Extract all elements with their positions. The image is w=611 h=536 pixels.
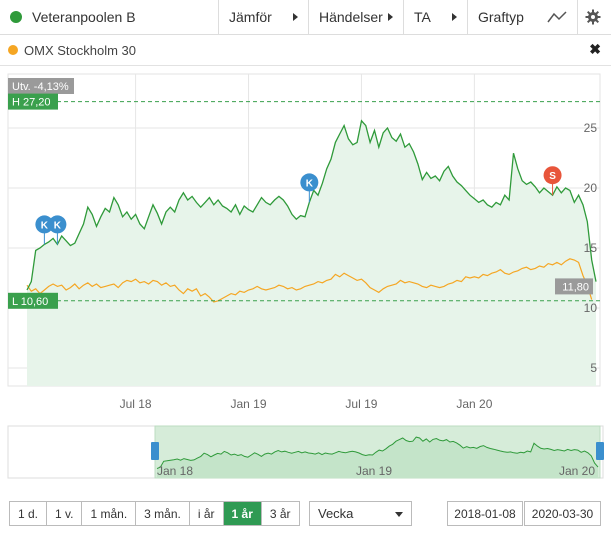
bottom-controls: 1 d. 1 v. 1 mån. 3 mån. i år 1 år 3 år V… <box>0 499 611 529</box>
period-3m-button[interactable]: 3 mån. <box>136 502 190 525</box>
range-navigator: Jan 18 Jan 19 Jan 20 <box>7 425 604 479</box>
event-marker-label: K <box>41 220 49 231</box>
event-marker-label: K <box>54 220 62 231</box>
series-area <box>27 120 596 387</box>
period-3y-button[interactable]: 3 år <box>261 502 299 525</box>
chart-type-menu[interactable]: Graftyp <box>468 0 578 34</box>
chevron-down-icon <box>395 512 403 517</box>
sell-marker <box>543 166 562 185</box>
navigator-area <box>157 437 598 478</box>
period-1w-button[interactable]: 1 v. <box>47 502 83 525</box>
gear-icon <box>585 9 601 25</box>
chevron-right-icon <box>452 13 457 21</box>
navigator-handle-left[interactable] <box>151 442 159 460</box>
x-tick-label: Jan 20 <box>456 397 492 411</box>
ta-menu[interactable]: TA <box>404 0 468 34</box>
settings-button[interactable] <box>578 0 611 34</box>
period-1m-button[interactable]: 1 mån. <box>82 502 137 525</box>
x-tick-label: Jan 19 <box>231 397 267 411</box>
change-label: Utv. -4,13% <box>12 81 69 93</box>
events-menu-label: Händelser <box>319 9 383 25</box>
last-value-label: 11,80 <box>562 281 589 293</box>
period-1d-button[interactable]: 1 d. <box>10 502 48 525</box>
y-tick-label: 15 <box>584 241 598 255</box>
series-color-dot <box>10 11 22 23</box>
date-to-field[interactable]: 2020-03-30 <box>524 501 601 526</box>
x-tick-label: Jul 18 <box>120 397 152 411</box>
period-1y-button[interactable]: 1 år <box>223 502 262 525</box>
compare-legend-row: OMX Stockholm 30 ✖ <box>0 35 611 66</box>
compare-menu[interactable]: Jämför <box>219 0 309 34</box>
event-marker-label: K <box>306 178 314 189</box>
chart-type-label: Graftyp <box>478 9 524 25</box>
y-tick-label: 10 <box>584 301 598 315</box>
high-label-bg <box>8 93 58 110</box>
navigator-tick-label: Jan 19 <box>356 464 392 478</box>
interval-select[interactable]: Vecka <box>309 501 412 526</box>
line-chart-icon <box>547 11 567 23</box>
y-tick-label: 5 <box>590 361 597 375</box>
compare-color-dot <box>8 45 18 55</box>
y-tick-label: 25 <box>584 121 598 135</box>
buy-marker <box>35 215 54 234</box>
low-label-bg <box>8 292 58 309</box>
low-label: L 10,60 <box>12 296 48 308</box>
navigator-tick-label: Jan 20 <box>559 464 595 478</box>
chevron-right-icon <box>293 13 298 21</box>
interval-select-value: Vecka <box>318 506 354 521</box>
high-label: H 27,20 <box>12 97 51 109</box>
period-ytd-button[interactable]: i år <box>189 502 224 525</box>
compare-label: OMX Stockholm 30 <box>24 42 136 58</box>
ta-menu-label: TA <box>414 9 431 25</box>
buy-marker <box>48 215 67 234</box>
last-value-label-bg <box>555 278 593 295</box>
buy-marker <box>300 173 319 192</box>
date-from-field[interactable]: 2018-01-08 <box>447 501 523 526</box>
instrument-name: Veteranpoolen B <box>32 9 136 25</box>
chevron-right-icon <box>388 13 393 21</box>
event-marker-label: S <box>549 171 556 182</box>
series-line-omx <box>26 258 593 303</box>
compare-menu-label: Jämför <box>229 9 272 25</box>
instrument-title[interactable]: Veteranpoolen B <box>0 0 219 34</box>
close-icon[interactable]: ✖ <box>589 41 601 57</box>
change-label-bg <box>8 78 74 94</box>
navigator-handle-right[interactable] <box>596 442 604 460</box>
series-line-main <box>26 119 597 291</box>
navigator-tick-label: Jan 18 <box>157 464 193 478</box>
y-tick-label: 20 <box>584 181 598 195</box>
period-selector: 1 d. 1 v. 1 mån. 3 mån. i år 1 år 3 år <box>9 501 300 526</box>
navigator-line <box>156 436 599 470</box>
events-menu[interactable]: Händelser <box>309 0 404 34</box>
x-tick-label: Jul 19 <box>345 397 377 411</box>
chart-toolbar: Veteranpoolen B Jämför Händelser TA Graf… <box>0 0 611 35</box>
